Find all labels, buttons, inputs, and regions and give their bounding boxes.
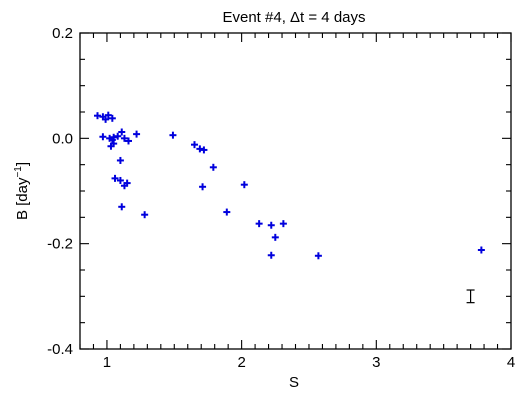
y-tick-label: 0.2 [52, 25, 73, 42]
data-point [255, 220, 263, 228]
data-point [196, 145, 204, 153]
data-point [108, 114, 116, 122]
data-point [267, 221, 275, 229]
chart-title: Event #4, Δt = 4 days [222, 9, 365, 26]
data-point [240, 181, 248, 189]
data-points [94, 111, 485, 260]
data-point [116, 176, 124, 184]
x-tick-label: 3 [372, 354, 380, 371]
x-tick-labels: 1 2 3 4 [103, 354, 515, 371]
y-tick-label: 0.0 [52, 130, 73, 147]
error-bar [466, 289, 475, 304]
data-point [123, 179, 131, 187]
y-axis-label: B [day−1] [13, 162, 31, 220]
axes: 1 2 3 4 -0.4 -0.2 0.0 0.2 [47, 25, 515, 371]
data-point [110, 133, 118, 141]
data-point [104, 111, 112, 119]
axis-ticks [79, 32, 512, 350]
data-point [116, 156, 124, 164]
data-point [477, 246, 485, 254]
data-point [314, 252, 322, 260]
x-axis-label: S [289, 374, 299, 391]
data-point [141, 211, 149, 219]
y-axis-label-suffix: ] [14, 162, 31, 166]
y-tick-labels: -0.4 -0.2 0.0 0.2 [47, 25, 73, 358]
data-point [223, 208, 231, 216]
data-point [102, 115, 110, 123]
data-point [271, 233, 279, 241]
x-tick-label: 1 [103, 354, 111, 371]
data-point [199, 183, 207, 191]
data-point [94, 112, 102, 120]
y-axis-label-main: B [day [14, 177, 31, 220]
y-axis-label-exponent: −1 [13, 166, 24, 178]
data-point [124, 137, 132, 145]
data-point [99, 133, 107, 141]
data-point [118, 203, 126, 211]
data-point [133, 130, 141, 138]
data-point [190, 141, 198, 149]
data-point [200, 146, 208, 154]
data-point [114, 132, 122, 140]
plot-frame [79, 32, 512, 350]
data-point [120, 134, 128, 142]
data-point [110, 140, 118, 148]
data-point [279, 220, 287, 228]
y-tick-label: -0.2 [47, 236, 73, 253]
data-point [169, 131, 177, 139]
x-tick-label: 4 [507, 354, 515, 371]
y-tick-label: -0.4 [47, 341, 73, 358]
data-point [209, 163, 217, 171]
data-point [111, 174, 119, 182]
data-point [118, 128, 126, 136]
data-point [267, 251, 275, 259]
x-tick-label: 2 [237, 354, 245, 371]
